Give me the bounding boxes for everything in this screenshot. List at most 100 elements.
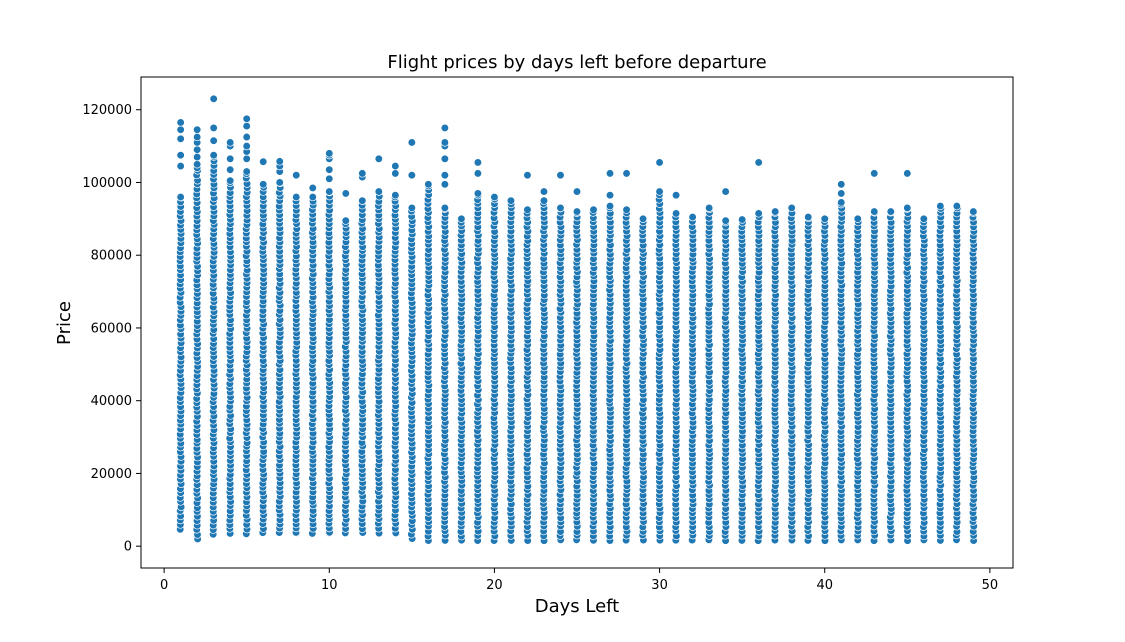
outlier-point	[870, 169, 879, 178]
outlier-point	[407, 138, 417, 147]
data-point	[787, 203, 796, 213]
outlier-point	[325, 149, 334, 158]
chart-title: Flight prices by days left before depart…	[387, 52, 766, 73]
data-point	[457, 214, 466, 223]
outlier-point	[754, 158, 763, 167]
outlier-point	[325, 174, 334, 183]
outlier-point	[358, 169, 367, 178]
outlier-point	[440, 138, 450, 147]
outlier-point	[605, 169, 615, 178]
data-point	[259, 180, 268, 189]
data-point	[176, 192, 185, 202]
y-axis-label: Price	[54, 301, 75, 345]
outlier-point	[192, 145, 202, 154]
data-point	[655, 187, 664, 196]
data-point	[903, 203, 912, 213]
outlier-point	[176, 118, 185, 127]
y-tick-label: 20000	[91, 467, 132, 482]
outlier-point	[837, 180, 846, 189]
outlier-point	[176, 125, 185, 134]
x-tick-label: 30	[651, 578, 668, 593]
outlier-point	[622, 169, 631, 178]
data-point	[820, 214, 829, 223]
outlier-point	[903, 169, 912, 178]
data-point	[886, 207, 895, 216]
data-point	[209, 151, 218, 160]
outlier-point	[837, 189, 846, 198]
outlier-point	[374, 154, 383, 163]
data-point	[919, 214, 928, 223]
data-point	[853, 214, 862, 223]
data-point	[638, 214, 648, 223]
outlier-point	[473, 158, 483, 167]
data-point	[804, 212, 813, 222]
data-point	[870, 207, 879, 216]
outlier-point	[226, 138, 235, 147]
outlier-point	[721, 187, 730, 196]
outlier-point	[192, 132, 202, 142]
outlier-point	[407, 171, 417, 180]
data-point	[407, 203, 417, 213]
data-point	[374, 187, 383, 196]
outlier-point	[242, 132, 251, 142]
data-point	[292, 192, 301, 202]
outlier-point	[209, 94, 218, 103]
x-tick-label: 10	[321, 578, 338, 593]
data-point	[539, 196, 549, 205]
outlier-point	[192, 152, 202, 162]
data-point	[671, 209, 681, 218]
outlier-point	[209, 136, 218, 145]
y-tick-label: 40000	[91, 394, 132, 409]
data-point	[440, 203, 450, 213]
outlier-point	[176, 134, 185, 143]
data-point	[688, 212, 697, 222]
y-tick-label: 120000	[82, 103, 132, 118]
outlier-point	[440, 123, 450, 133]
outlier-point	[539, 187, 549, 196]
outlier-point	[391, 161, 400, 171]
x-tick-label: 20	[486, 578, 503, 593]
data-point	[605, 201, 615, 211]
outlier-point	[308, 183, 317, 193]
data-point	[837, 198, 846, 207]
x-axis-ticks: 0 10 20 30 40 50	[160, 568, 998, 593]
outlier-point	[671, 191, 681, 200]
x-tick-label: 50	[982, 578, 999, 593]
outlier-point	[242, 114, 251, 123]
outlier-point	[226, 165, 235, 174]
data-point	[490, 192, 499, 202]
y-tick-label: 80000	[91, 249, 132, 264]
data-point	[622, 205, 631, 214]
data-point	[275, 178, 284, 187]
outlier-point	[242, 154, 251, 163]
data-point	[325, 187, 334, 196]
outlier-point	[192, 125, 202, 134]
data-point	[721, 216, 730, 225]
outlier-point	[391, 169, 400, 178]
outlier-point	[209, 123, 218, 133]
outlier-point	[440, 180, 450, 189]
data-point	[308, 192, 317, 202]
outlier-point	[523, 171, 532, 180]
data-point	[523, 205, 532, 214]
outlier-point	[440, 171, 450, 180]
outlier-point	[242, 141, 251, 151]
outlier-point	[176, 161, 185, 171]
data-point	[936, 201, 945, 211]
data-point	[771, 207, 780, 216]
data-point	[424, 180, 433, 189]
data-point	[952, 201, 961, 211]
data-point	[704, 203, 714, 213]
data-point	[738, 215, 747, 224]
outlier-point	[259, 157, 268, 166]
x-tick-label: 40	[816, 578, 833, 593]
data-point	[556, 203, 565, 213]
data-point	[969, 207, 978, 216]
data-point	[358, 196, 367, 205]
data-point	[226, 176, 235, 185]
outlier-point	[556, 171, 565, 180]
outlier-point	[242, 121, 251, 131]
y-tick-label: 60000	[91, 321, 132, 336]
